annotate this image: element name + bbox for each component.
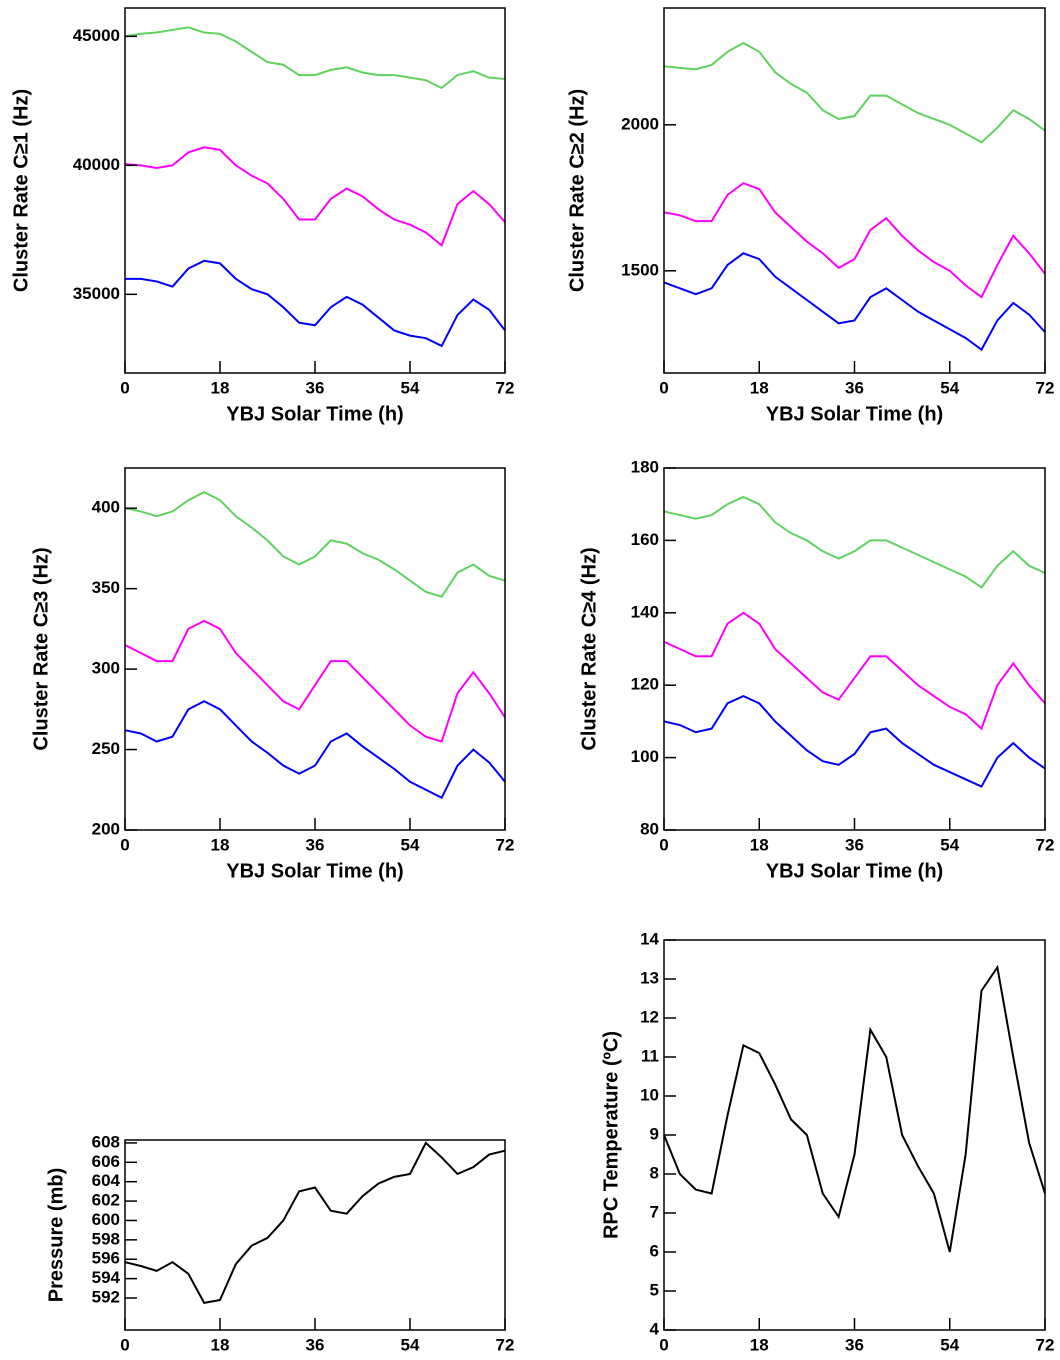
y-tick-label: 80 [640,819,659,838]
y-tick-label: 11 [641,1046,659,1065]
x-axis-label: YBJ Solar Time (h) [766,403,943,425]
x-axis-label: YBJ Solar Time (h) [226,860,403,882]
x-tick-label: 36 [845,378,864,397]
y-tick-label: 100 [631,747,659,766]
y-tick-label: 10 [640,1085,659,1104]
x-tick-label: 54 [401,1335,420,1354]
x-tick-label: 54 [940,835,959,854]
x-tick-label: 36 [845,1335,864,1354]
data-line [663,694,1046,788]
y-tick-label: 592 [92,1287,120,1306]
data-line [124,1141,506,1304]
data-line [663,611,1046,731]
y-axis-label: Cluster Rate C≥4 (Hz) [578,547,600,750]
y-tick-label: 5 [650,1280,659,1299]
x-tick-label: 54 [401,378,420,397]
y-tick-label: 596 [92,1249,120,1268]
data-line [124,619,506,743]
plot-frame [663,939,1046,1331]
x-tick-label: 18 [211,1335,230,1354]
y-axis-label: Cluster Rate C≥3 (Hz) [30,547,52,750]
x-tick-label: 36 [845,835,864,854]
data-line [125,259,506,348]
y-tick-label: 40000 [73,155,120,174]
y-tick-label: 14 [640,929,659,948]
y-tick-label: 120 [631,675,659,694]
y-tick-label: 12 [640,1007,659,1026]
data-line [663,495,1046,589]
x-tick-label: 72 [1036,835,1055,854]
x-tick-label: 54 [940,378,959,397]
y-axis-label: Cluster Rate C≥1 (Hz) [10,89,32,292]
plot-frame [124,1139,506,1331]
x-tick-label: 72 [1036,378,1055,397]
y-tick-label: 300 [92,659,120,678]
y-axis-label: Pressure (mb) [45,1168,67,1303]
y-tick-label: 180 [631,457,659,476]
y-tick-label: 13 [640,968,659,987]
y-tick-label: 350 [92,578,120,597]
x-tick-label: 72 [496,835,515,854]
y-tick-label: 7 [650,1202,659,1221]
y-axis-label: Cluster Rate C≥2 (Hz) [566,89,588,292]
plot-frame [124,7,506,374]
y-tick-label: 9 [650,1124,659,1143]
x-axis-label: YBJ Solar Time (h) [226,403,403,425]
data-line [124,491,506,598]
data-line [663,964,1046,1253]
x-tick-label: 0 [120,835,129,854]
y-tick-label: 2000 [621,114,659,133]
x-tick-label: 72 [496,1335,515,1354]
y-tick-label: 6 [650,1241,659,1260]
data-line [124,700,506,800]
y-tick-label: 600 [92,1210,120,1229]
y-tick-label: 606 [92,1152,120,1171]
data-line [663,41,1046,144]
y-tick-label: 8 [650,1163,659,1182]
x-axis-label: YBJ Solar Time (h) [766,860,943,882]
x-tick-label: 0 [659,378,668,397]
y-tick-label: 604 [92,1171,121,1190]
x-tick-label: 72 [496,378,515,397]
x-tick-label: 72 [1036,1335,1055,1354]
y-axis-label: RPC Temperature (ºC) [600,1031,622,1239]
y-tick-label: 400 [92,498,120,517]
x-tick-label: 36 [306,378,325,397]
plot-frame [663,7,1046,374]
data-line [663,252,1046,352]
x-tick-label: 18 [750,1335,769,1354]
x-tick-label: 0 [659,1335,668,1354]
x-tick-label: 54 [401,835,420,854]
data-line [124,146,506,247]
y-tick-label: 160 [631,530,659,549]
x-tick-label: 36 [306,1335,325,1354]
x-tick-label: 54 [940,1335,959,1354]
x-tick-label: 0 [659,835,668,854]
y-tick-label: 594 [92,1268,121,1287]
y-tick-label: 45000 [73,26,120,45]
y-tick-label: 602 [92,1191,120,1210]
y-tick-label: 608 [92,1132,120,1151]
x-tick-label: 0 [120,1335,129,1354]
data-line [663,182,1046,299]
y-tick-label: 598 [92,1229,120,1248]
y-tick-label: 1500 [621,260,659,279]
data-line [124,26,506,90]
x-tick-label: 18 [750,835,769,854]
y-tick-label: 35000 [73,284,120,303]
x-tick-label: 18 [750,378,769,397]
x-tick-label: 0 [120,378,129,397]
y-tick-label: 200 [92,819,120,838]
x-tick-label: 36 [306,835,325,854]
y-tick-label: 4 [650,1319,660,1338]
plot-frame [124,467,506,831]
y-tick-label: 250 [92,739,120,758]
x-tick-label: 18 [211,835,230,854]
x-tick-label: 18 [211,378,230,397]
y-tick-label: 140 [631,602,659,621]
